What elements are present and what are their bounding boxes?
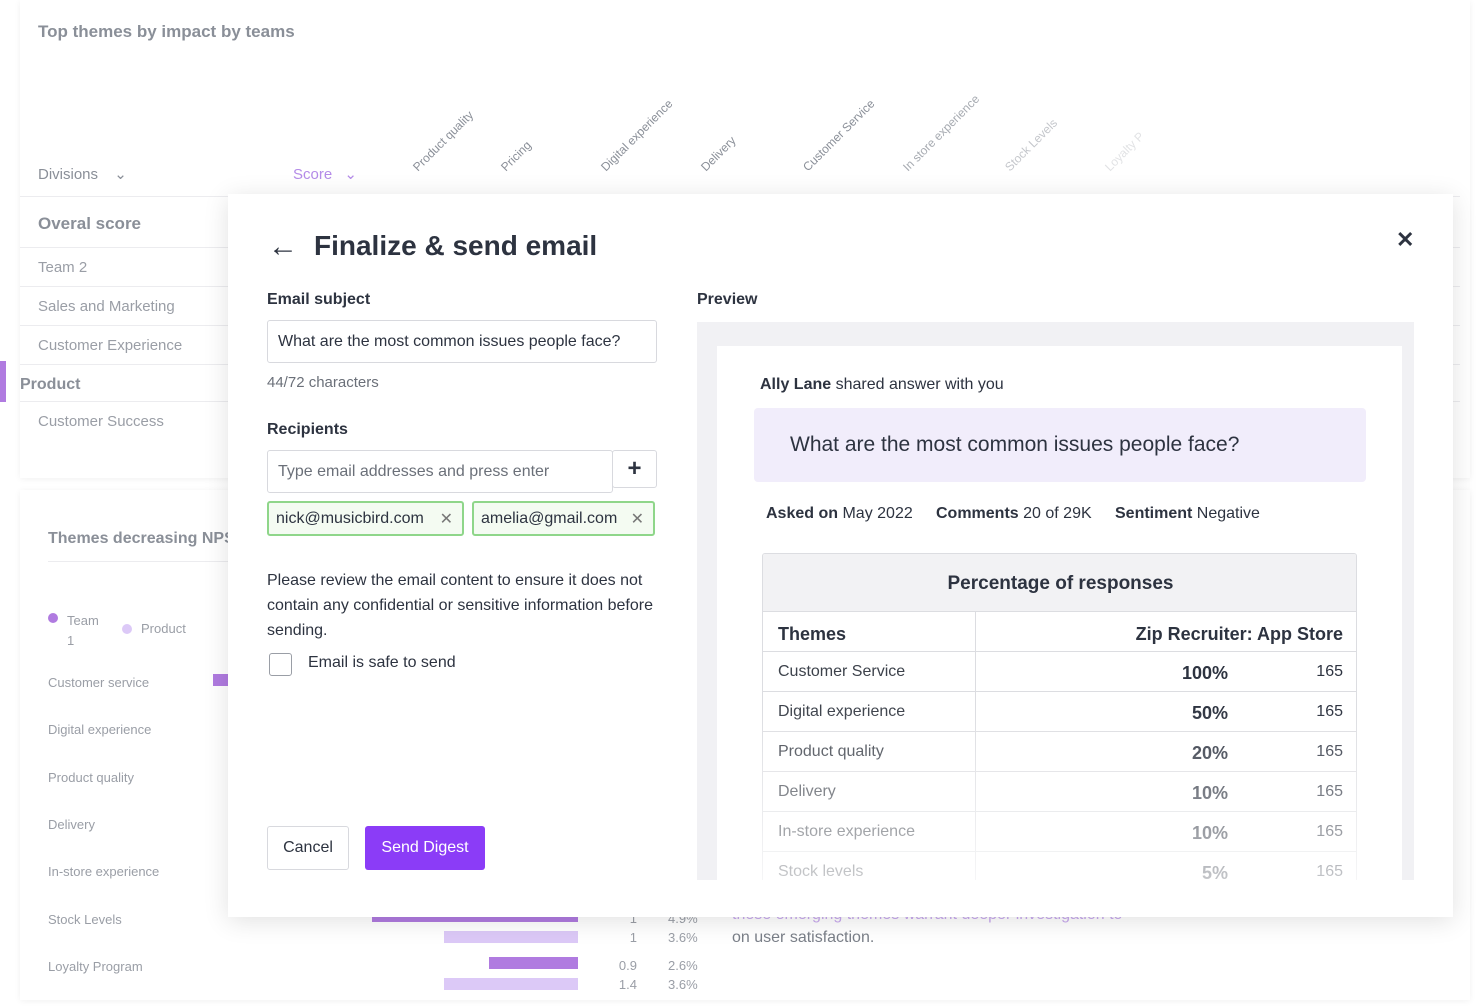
bar-score: 1 xyxy=(629,911,637,926)
shared-text: shared answer with you xyxy=(835,376,1004,393)
column-header: Zip Recruiter: App Store xyxy=(1135,624,1343,644)
meta-value: 20 of 29K xyxy=(1023,505,1092,522)
panel-title: Themes decreasing NPS xyxy=(48,530,235,547)
field-label: Email subject xyxy=(267,291,371,308)
input-value: What are the most common issues people f… xyxy=(278,332,621,350)
question-box: What are the most common issues people f… xyxy=(754,408,1366,482)
legend-label: Team 1 xyxy=(67,613,99,648)
recipient-chip: nick@musicbird.com ✕ xyxy=(267,501,464,536)
table-title-row: Percentage of responses xyxy=(763,554,1356,611)
notice: Please review the email content to ensur… xyxy=(267,572,653,639)
meta-value: May 2022 xyxy=(842,505,913,522)
preview-card: Ally Lane shared answer with you What ar… xyxy=(717,346,1402,880)
column-header: Pricing xyxy=(498,138,534,174)
column-header: Stock Levels xyxy=(1002,115,1061,174)
bar xyxy=(213,674,228,686)
field-label: Recipients xyxy=(267,421,348,438)
recipients-input[interactable]: Type email addresses and press enter xyxy=(267,450,613,493)
division-label: Customer Experience xyxy=(38,337,183,354)
column-header: Delivery xyxy=(698,133,739,174)
theme-cell: Customer Service xyxy=(778,663,906,680)
division-label: Customer Success xyxy=(38,413,164,430)
division-label: Sales and Marketing xyxy=(38,298,175,315)
theme-label: Loyalty Program xyxy=(48,958,143,974)
question: What are the most common issues people f… xyxy=(790,433,1240,456)
email-modal: ← Finalize & send email ✕ Email subject … xyxy=(228,194,1453,917)
overall-label: Overal score xyxy=(38,214,142,233)
back-button[interactable]: ← xyxy=(268,230,298,263)
meta-label: Comments xyxy=(936,505,1019,522)
bar-score: 1 xyxy=(629,930,637,945)
theme-label: Digital experience xyxy=(48,722,152,738)
column-header: Product quality xyxy=(410,107,477,174)
division-label: Product xyxy=(20,376,81,393)
bar xyxy=(372,912,578,922)
shared-line: Ally Lane shared answer with you xyxy=(760,376,1004,394)
preview-label: Preview xyxy=(697,291,758,308)
division-label: Team 2 xyxy=(38,259,88,276)
legend-label: Product xyxy=(141,621,186,636)
column-header: Customer Service xyxy=(800,96,878,174)
score-dropdown[interactable]: Score ⌄ xyxy=(293,166,357,183)
close-button[interactable]: ✕ xyxy=(1396,227,1415,252)
chip-label: nick@musicbird.com xyxy=(276,509,424,527)
meta-label: Sentiment xyxy=(1115,505,1193,522)
theme-label: Product quality xyxy=(48,769,134,785)
dropdown-label: Score xyxy=(293,166,333,183)
char-count: 44/72 characters xyxy=(267,374,379,391)
cancel-button[interactable]: Cancel xyxy=(267,826,349,870)
table-header: Themes Zip Recruiter: App Store xyxy=(763,611,1356,652)
column-header: Loyalty P xyxy=(1102,129,1147,174)
divisions-dropdown[interactable]: Divisions ⌄ xyxy=(38,166,127,183)
legend-swatch xyxy=(122,624,132,634)
theme-label: Delivery xyxy=(48,816,95,832)
button-label: Send Digest xyxy=(381,839,469,856)
recipient-chip: amelia@gmail.com ✕ xyxy=(472,501,655,536)
active-indicator xyxy=(0,361,6,402)
button-label: Cancel xyxy=(283,839,333,856)
subject-input[interactable]: What are the most common issues people f… xyxy=(267,320,657,363)
count-cell: 165 xyxy=(1316,663,1343,680)
bar-percent: 2.6% xyxy=(668,958,698,973)
meta-label: Asked on xyxy=(766,505,839,522)
chip-label: amelia@gmail.com xyxy=(481,509,618,527)
meta-item: Comments 20 of 29K xyxy=(936,505,1092,523)
legend-swatch xyxy=(48,613,58,623)
bar xyxy=(444,931,578,943)
percent-cell: 100% xyxy=(1181,663,1228,683)
remove-chip[interactable]: ✕ xyxy=(630,510,644,528)
bar xyxy=(489,957,578,969)
bar-score: 0.9 xyxy=(618,958,637,973)
dropdown-label: Divisions xyxy=(38,166,99,183)
bar xyxy=(444,978,578,990)
bar-score: 1.4 xyxy=(618,977,637,992)
bar-percent: 3.6% xyxy=(668,977,698,992)
fade xyxy=(717,706,1402,880)
add-recipient-button[interactable]: + xyxy=(612,450,657,488)
divider xyxy=(48,561,348,562)
modal-title: Finalize & send email xyxy=(314,230,598,261)
panel-title: Top themes by impact by teams xyxy=(38,22,295,41)
checkbox[interactable] xyxy=(269,653,292,676)
column-header: Themes xyxy=(778,624,847,644)
table-title: Percentage of responses xyxy=(947,573,1174,594)
table-row: Customer Service 100% 165 xyxy=(763,651,1356,692)
theme-label: Customer service xyxy=(48,675,150,690)
sender: Ally Lane xyxy=(760,376,832,393)
column-header: Digital experience xyxy=(598,96,676,174)
meta-item: Asked on May 2022 xyxy=(766,505,913,523)
input-placeholder: Type email addresses and press enter xyxy=(278,462,550,480)
checkbox-label: Email is safe to send xyxy=(308,654,456,671)
insight-text: on user satisfaction. xyxy=(732,929,875,946)
preview-area: Ally Lane shared answer with you What ar… xyxy=(697,322,1414,880)
column-header: In store experience xyxy=(900,91,983,174)
bar-percent: 3.6% xyxy=(668,930,698,945)
remove-chip[interactable]: ✕ xyxy=(439,510,453,528)
meta-value: Negative xyxy=(1196,505,1260,522)
meta-item: Sentiment Negative xyxy=(1115,505,1260,523)
theme-label: Stock Levels xyxy=(48,911,122,927)
send-button[interactable]: Send Digest xyxy=(365,826,485,870)
theme-label: In-store experience xyxy=(48,864,160,880)
